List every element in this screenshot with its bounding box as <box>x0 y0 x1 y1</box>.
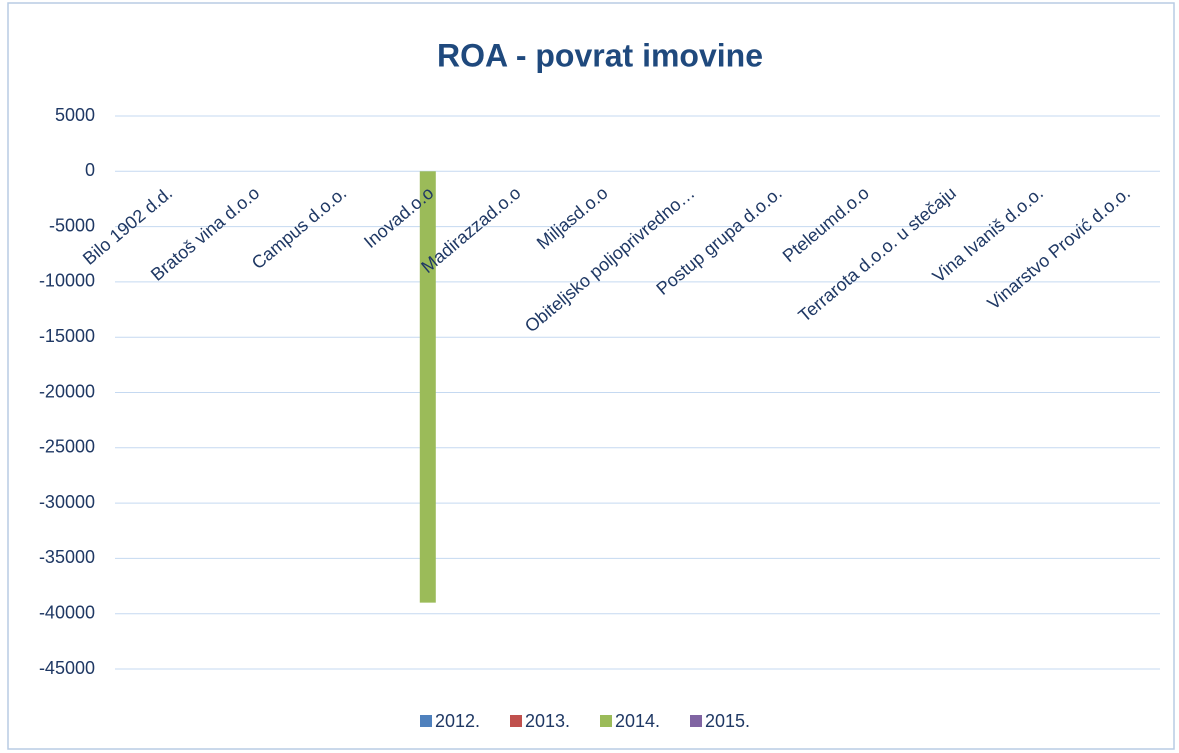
y-tick-label: -35000 <box>39 547 95 567</box>
legend-swatch <box>510 715 522 727</box>
y-tick-label: -25000 <box>39 437 95 457</box>
bars <box>419 171 436 603</box>
legend-swatch <box>690 715 702 727</box>
y-tick-label: -30000 <box>39 492 95 512</box>
y-tick-label: -15000 <box>39 326 95 346</box>
legend: 2012. 2013. 2014. 2015. <box>420 711 750 731</box>
y-tick-label: -5000 <box>49 215 95 235</box>
legend-label: 2012. <box>435 711 480 731</box>
y-tick-label: -40000 <box>39 602 95 622</box>
y-tick-label: 5000 <box>55 105 95 125</box>
legend-swatch <box>420 715 432 727</box>
bar <box>419 171 436 603</box>
legend-label: 2015. <box>705 711 750 731</box>
y-tick-label: 0 <box>85 160 95 180</box>
legend-label: 2013. <box>525 711 570 731</box>
y-tick-label: -10000 <box>39 271 95 291</box>
chart-frame <box>7 2 1175 750</box>
grid: 5000 0 -5000 -10000 -15000 -20000 -25000 -30000… <box>39 105 1160 678</box>
y-tick-label: -45000 <box>39 658 95 678</box>
legend-label: 2014. <box>615 711 660 731</box>
legend-swatch <box>600 715 612 727</box>
chart-title: ROA - povrat imovine <box>437 37 763 73</box>
y-tick-label: -20000 <box>39 381 95 401</box>
